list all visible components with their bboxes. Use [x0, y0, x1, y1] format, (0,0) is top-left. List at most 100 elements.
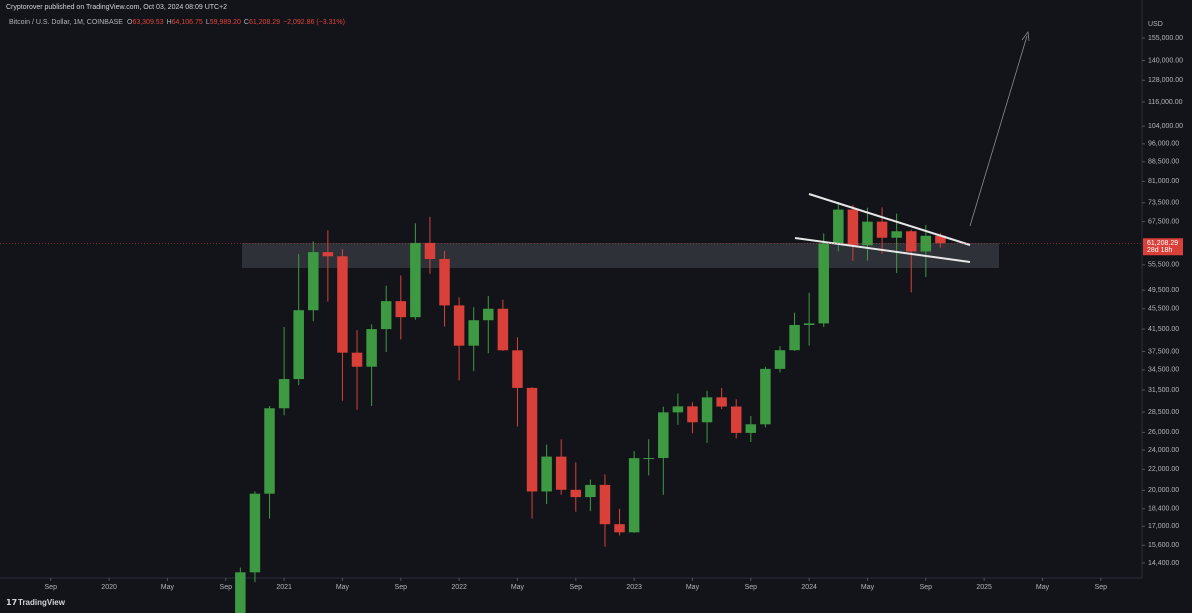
ohlc-value: 61,208.29	[249, 19, 280, 26]
candle-body	[774, 350, 786, 369]
y-tick-label: 104,000.00	[1148, 123, 1183, 130]
y-tick-label: 34,500.00	[1148, 367, 1179, 374]
ohlc-value: 59,989.20	[210, 19, 241, 26]
candle-body	[760, 368, 771, 425]
candle-body	[235, 572, 246, 613]
x-tick-label: May	[161, 584, 175, 591]
candle-body	[439, 258, 450, 306]
ohlc-value: 63,309.53	[132, 19, 163, 26]
candle-body	[351, 352, 363, 367]
candle-body	[555, 456, 567, 490]
x-tick-label: May	[511, 584, 525, 591]
candle-body	[920, 235, 932, 252]
y-tick-label: 17,000.00	[1148, 523, 1179, 530]
projection-arrow	[969, 35, 1028, 227]
x-tick-label: May	[1036, 584, 1050, 591]
y-tick-label: 49,500.00	[1148, 287, 1179, 294]
x-tick-label: Sep	[920, 584, 933, 591]
candle-body	[614, 524, 625, 533]
candle-body	[264, 408, 275, 494]
x-tick-label: May	[686, 584, 700, 591]
change: −2,092.86 (−3.31%)	[283, 19, 345, 26]
y-tick-label: 15,600.00	[1148, 542, 1179, 549]
x-tick-label: Sep	[395, 584, 408, 591]
x-tick-label: 2022	[451, 584, 467, 591]
y-tick-label: 14,400.00	[1148, 560, 1179, 567]
candle-body	[468, 320, 479, 346]
candle-body	[337, 256, 348, 353]
candle-body	[643, 458, 654, 460]
candle-body	[249, 493, 261, 573]
projection-arrowhead	[1021, 30, 1030, 42]
candle-body	[833, 209, 844, 244]
x-tick-label: 2021	[276, 584, 292, 591]
y-tick-label: 116,000.00	[1148, 99, 1183, 106]
candle-body	[453, 305, 465, 346]
published-note: Cryptorover published on TradingView.com…	[6, 4, 227, 11]
candle-body	[497, 308, 509, 351]
x-tick-label: 2020	[101, 584, 117, 591]
candle-body	[935, 235, 946, 244]
x-tick-label: Sep	[45, 584, 58, 591]
y-tick-label: 96,000.00	[1148, 141, 1179, 148]
candle-body	[585, 484, 596, 498]
x-tick-label: May	[861, 584, 875, 591]
ohlc-label: O	[127, 19, 133, 26]
y-tick-label: 55,500.00	[1148, 262, 1179, 269]
candle-body	[599, 484, 611, 525]
candle-body	[526, 387, 538, 492]
candle-body	[701, 397, 713, 423]
resistance-zone	[242, 243, 999, 268]
candle-body	[789, 324, 800, 351]
ohlc-legend: Bitcoin / U.S. Dollar, 1M, COINBASE O63,3…	[9, 19, 345, 26]
candle-body	[541, 456, 552, 492]
candle-body	[847, 209, 859, 246]
y-tick-label: 20,000.00	[1148, 487, 1179, 494]
y-tick-label: 31,500.00	[1148, 387, 1179, 394]
candle-body	[730, 406, 742, 433]
candle-body	[658, 412, 669, 459]
x-tick-label: 2024	[801, 584, 817, 591]
y-tick-label: 22,000.00	[1148, 466, 1179, 473]
candle-body	[687, 406, 698, 423]
candle-body	[483, 308, 494, 321]
candle-body	[424, 242, 436, 259]
x-tick-label: May	[336, 584, 350, 591]
candle-body	[876, 221, 888, 238]
y-tick-label: 18,400.00	[1148, 506, 1179, 513]
x-tick-label: Sep	[220, 584, 233, 591]
y-tick-label: 155,000.00	[1148, 35, 1183, 42]
currency-label: USD	[1148, 21, 1163, 28]
y-tick-label: 37,500.00	[1148, 348, 1179, 355]
countdown: 28d 18h	[1147, 247, 1172, 254]
ohlc-label: L	[206, 19, 210, 26]
candle-body	[570, 489, 582, 498]
y-tick-label: 140,000.00	[1148, 57, 1183, 64]
candle-body	[716, 397, 727, 407]
candle-body	[818, 243, 829, 324]
candle-body	[395, 301, 407, 318]
y-tick-label: 24,000.00	[1148, 447, 1179, 454]
ohlc-label: H	[167, 19, 172, 26]
symbol: Bitcoin / U.S. Dollar, 1M, COINBASE	[9, 19, 123, 26]
candle-body	[628, 458, 640, 533]
wedge-lower-line	[794, 237, 971, 263]
brand-logo: 𝟭𝟳	[6, 598, 17, 607]
candle-body	[745, 424, 757, 433]
y-tick-label: 88,500.00	[1148, 159, 1179, 166]
candle-body	[672, 406, 684, 413]
y-tick-label: 128,000.00	[1148, 77, 1183, 84]
candle-body	[891, 231, 902, 238]
candle-body	[905, 231, 917, 252]
candle-body	[862, 221, 873, 246]
candle-body	[293, 310, 304, 380]
ohlc-value: 64,106.75	[172, 19, 203, 26]
last-price-box	[1143, 238, 1183, 256]
last-price-label: 61,208.29	[1147, 240, 1178, 247]
x-tick-label: 2023	[626, 584, 642, 591]
ohlc-label: C	[244, 19, 249, 26]
price-axis: 155,000.00 140,000.00 128,000.00 116,000.00…	[1142, 35, 1183, 567]
